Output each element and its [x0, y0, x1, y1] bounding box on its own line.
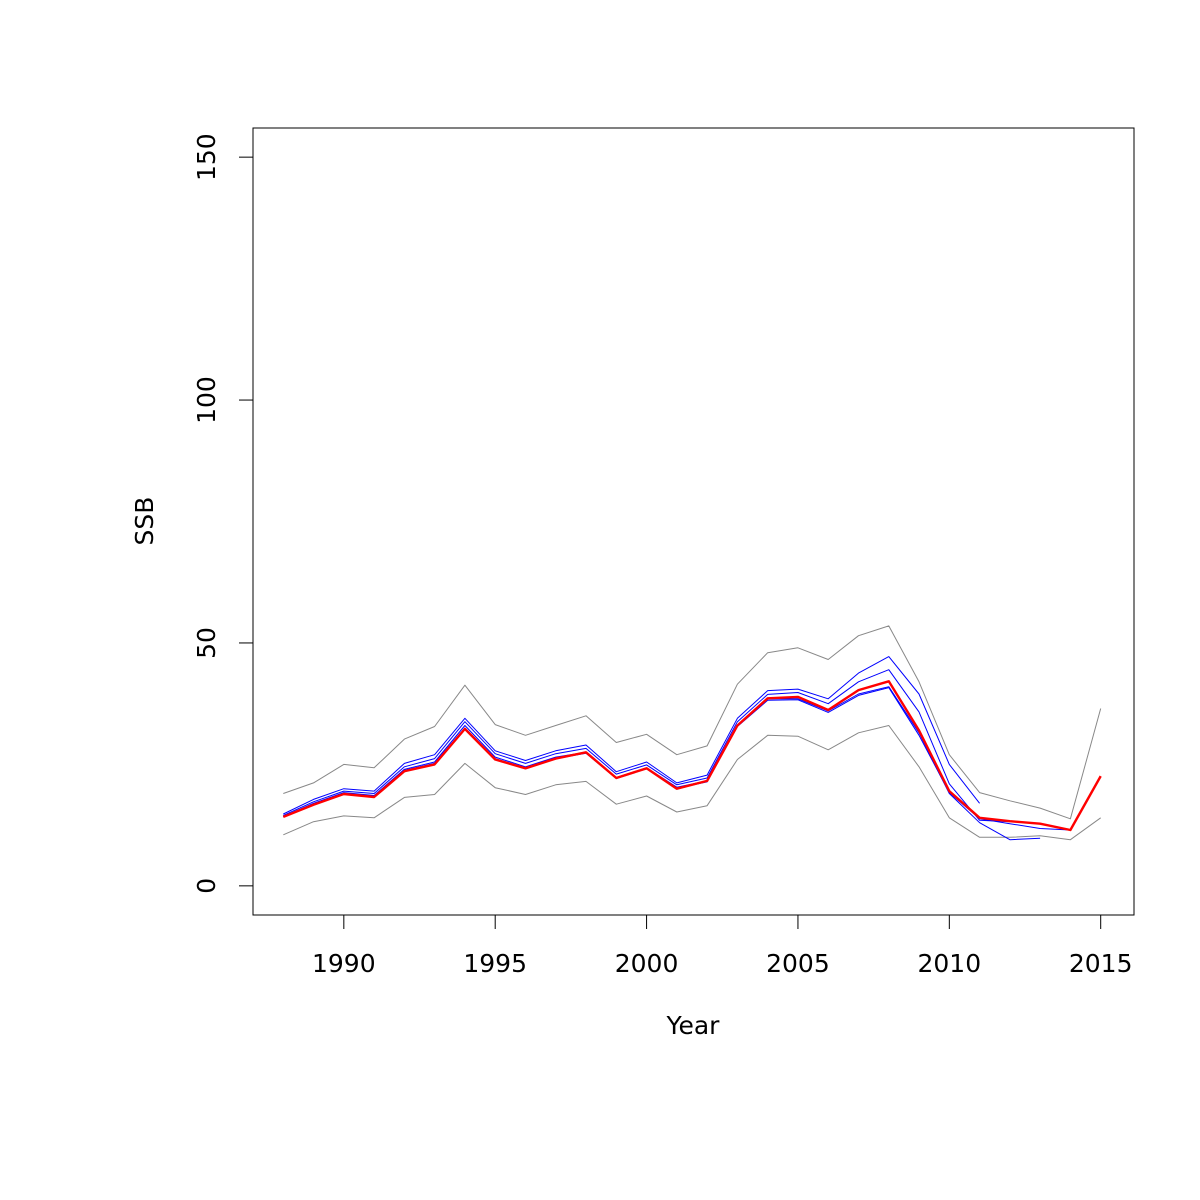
series-line-retrospective-3	[283, 686, 1041, 841]
x-tick-label: 2005	[766, 949, 830, 978]
x-axis-label: Year	[666, 1011, 721, 1040]
y-tick-label: 0	[192, 878, 221, 894]
y-tick-label: 50	[192, 627, 221, 659]
x-tick-label: 2000	[615, 949, 679, 978]
y-tick-label: 100	[192, 376, 221, 424]
x-tick-label: 2015	[1069, 949, 1133, 978]
series-line-lower-confidence	[283, 725, 1101, 841]
x-tick-label: 2010	[918, 949, 982, 978]
y-tick-label: 150	[192, 133, 221, 181]
x-axis: 1990 1995 2000 2005 2010 2015	[312, 914, 1133, 978]
x-tick-label: 1995	[463, 949, 527, 978]
series-line-final-estimate	[282, 680, 1102, 832]
y-axis: 0 50 100 150	[192, 133, 254, 894]
x-tick-label: 1990	[312, 949, 376, 978]
series-line-upper-confidence	[283, 625, 1102, 820]
series-layer	[282, 625, 1102, 841]
y-axis-label: SSB	[130, 497, 159, 546]
plot-frame	[252, 127, 1135, 916]
series-line-retrospective-1	[283, 656, 980, 815]
series-line-retrospective-2	[283, 669, 1010, 823]
